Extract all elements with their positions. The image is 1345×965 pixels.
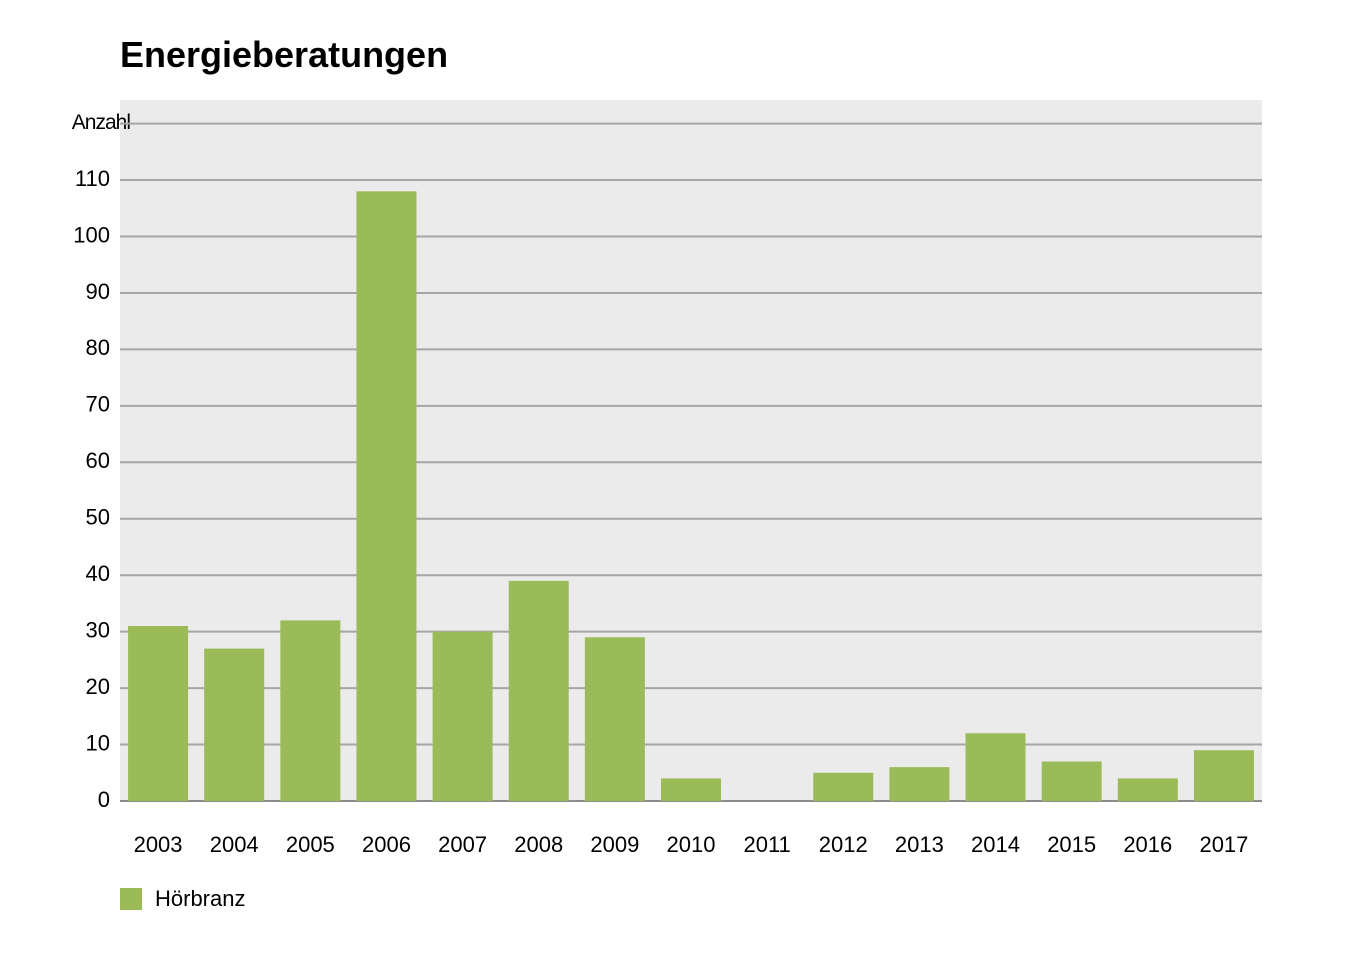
y-tick-label: 10 <box>86 730 110 755</box>
y-tick-label: 70 <box>86 392 110 417</box>
y-tick-label: 20 <box>86 674 110 699</box>
bar <box>508 580 569 801</box>
bar <box>584 637 645 801</box>
bar <box>432 631 493 801</box>
x-tick-label: 2014 <box>971 832 1020 857</box>
x-tick-label: 2007 <box>438 832 487 857</box>
bar <box>813 772 874 801</box>
x-tick-label: 2011 <box>743 832 790 857</box>
y-tick-label: 80 <box>86 335 110 360</box>
bar <box>965 733 1026 801</box>
bar <box>1193 750 1254 801</box>
bar <box>128 626 189 801</box>
x-tick-label: 2004 <box>210 832 259 857</box>
x-tick-label: 2009 <box>590 832 639 857</box>
x-tick-label: 2012 <box>819 832 868 857</box>
x-tick-label: 2010 <box>667 832 716 857</box>
y-tick-label: 110 <box>75 166 110 191</box>
y-tick-label: 100 <box>73 222 110 247</box>
y-tick-label: 30 <box>86 617 110 642</box>
legend-swatch <box>120 888 142 910</box>
x-tick-label: 2017 <box>1199 832 1248 857</box>
bar <box>356 191 417 802</box>
y-tick-label: 40 <box>86 561 110 586</box>
x-tick-label: 2015 <box>1047 832 1096 857</box>
y-tick-label: 60 <box>86 448 110 473</box>
legend-label: Hörbranz <box>155 886 245 911</box>
x-tick-label: 2016 <box>1123 832 1172 857</box>
x-tick-label: 2003 <box>134 832 183 857</box>
bar <box>1117 778 1178 801</box>
y-tick-label: 50 <box>86 505 110 530</box>
bar <box>889 767 950 801</box>
x-tick-label: 2008 <box>514 832 563 857</box>
x-tick-label: 2006 <box>362 832 411 857</box>
y-tick-label: 90 <box>86 279 110 304</box>
y-tick-label: 0 <box>98 787 110 812</box>
chart-title: Energieberatungen <box>120 34 448 75</box>
bar <box>1041 761 1102 801</box>
x-tick-label: 2005 <box>286 832 335 857</box>
bar <box>280 620 341 801</box>
y-tick-label: Anzahl <box>72 111 131 134</box>
bar <box>204 648 265 801</box>
x-tick-label: 2013 <box>895 832 944 857</box>
bar <box>661 778 721 801</box>
